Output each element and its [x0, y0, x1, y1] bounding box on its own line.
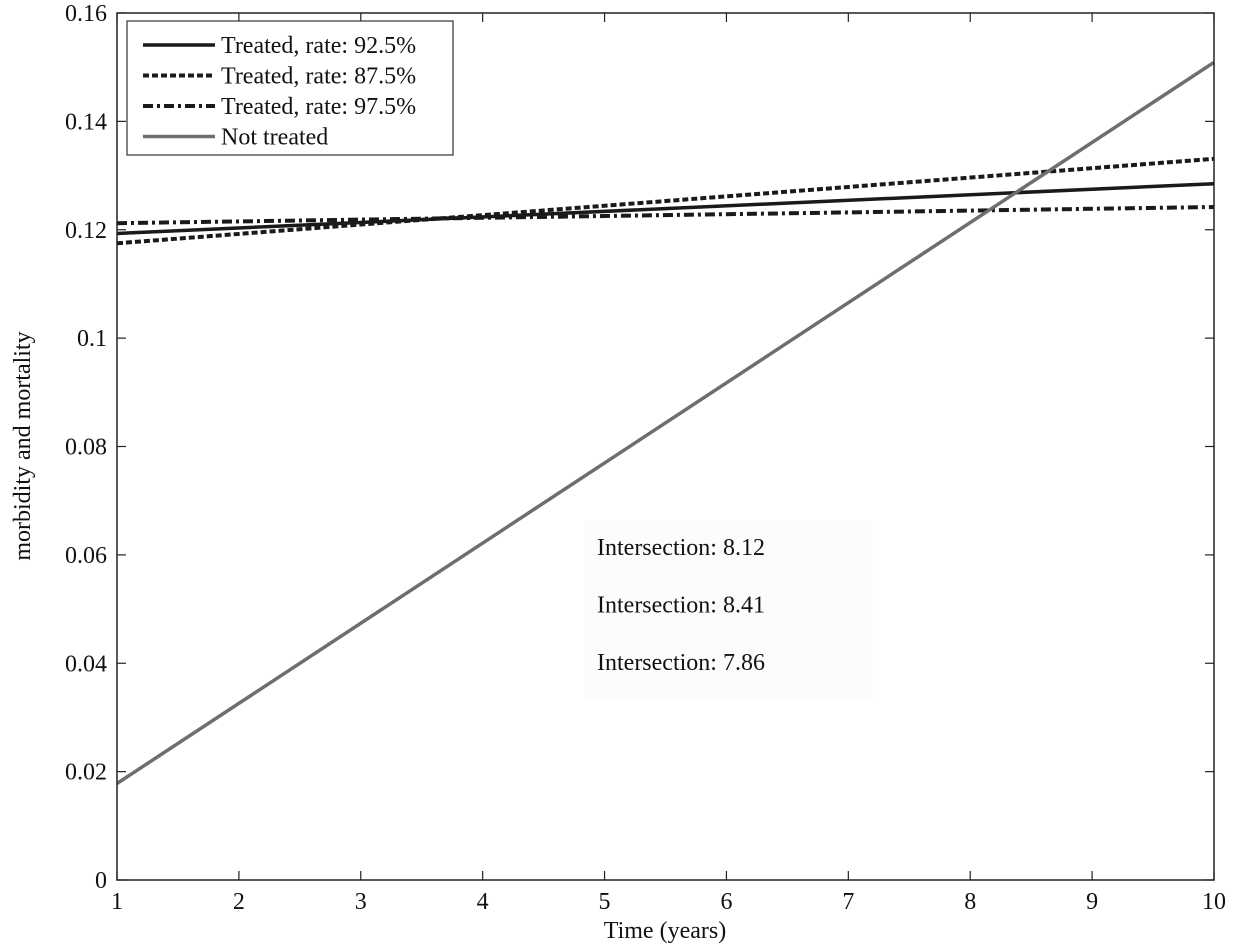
series-lines: [116, 60, 1215, 785]
series-line-treated-rate-97-5: [116, 205, 1215, 226]
annotation-text: Intersection: 8.12: [597, 535, 765, 561]
annotation-text: Intersection: 7.86: [597, 650, 765, 676]
legend-label: Treated, rate: 87.5%: [221, 64, 416, 90]
x-axis-ticks: 1 2 3 4 5 6 7 8 9 10: [111, 13, 1226, 915]
plot-background: [117, 13, 1214, 880]
series-line-not-treated: [116, 60, 1215, 785]
x-tick-label: 3: [355, 889, 367, 915]
y-tick-label: 0.16: [65, 1, 107, 27]
x-tick-label: 7: [842, 889, 854, 915]
x-tick-label: 10: [1202, 889, 1226, 915]
y-tick-label: 0: [95, 868, 107, 894]
x-tick-label: 4: [477, 889, 489, 915]
x-tick-label: 5: [599, 889, 611, 915]
legend-label: Treated, rate: 92.5%: [221, 33, 416, 59]
y-tick-label: 0.14: [65, 109, 107, 135]
x-tick-label: 6: [720, 889, 732, 915]
annotations: Intersection: 8.12 Intersection: 8.41 Inte…: [585, 520, 873, 698]
y-tick-label: 0.06: [65, 543, 107, 569]
annotation-text: Intersection: 8.41: [597, 593, 765, 619]
y-tick-label: 0.1: [77, 326, 107, 352]
x-tick-label: 1: [111, 889, 123, 915]
y-tick-label: 0.08: [65, 435, 107, 461]
x-axis-label: Time (years): [604, 918, 726, 944]
legend-label: Treated, rate: 97.5%: [221, 94, 416, 120]
y-axis-label: morbidity and mortality: [10, 331, 36, 560]
legend: Treated, rate: 92.5% Treated, rate: 87.5%…: [126, 20, 454, 156]
legend-label: Not treated: [221, 125, 328, 151]
series-line-treated-rate-92-5: [116, 181, 1215, 236]
y-tick-label: 0.12: [65, 218, 107, 244]
y-axis-ticks: 0 0.02 0.04 0.06 0.08 0.1 0.12 0.14 0.16: [65, 1, 1214, 894]
x-tick-label: 8: [964, 889, 976, 915]
x-tick-label: 9: [1086, 889, 1098, 915]
y-tick-label: 0.02: [65, 760, 107, 786]
series-line-treated-rate-87-5: [116, 156, 1215, 246]
annotation-box: [585, 520, 873, 698]
x-tick-label: 2: [233, 889, 245, 915]
y-tick-label: 0.04: [65, 651, 107, 677]
